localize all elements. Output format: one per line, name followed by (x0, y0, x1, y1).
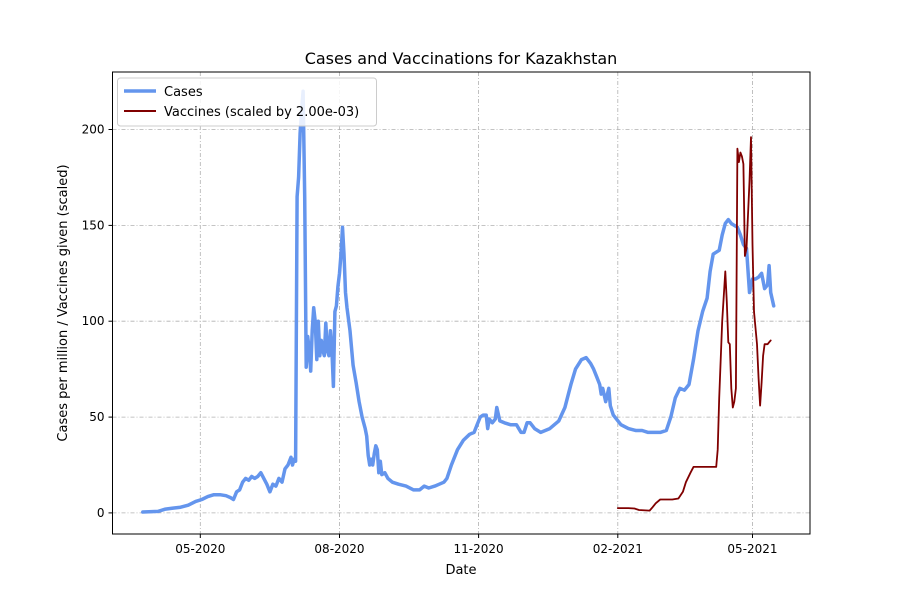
y-tick-label: 100 (82, 314, 105, 328)
ticks: 05-2020 08-2020 11-2020 02-2021 05-2021 0 50 10… (82, 123, 778, 557)
series-line-vaccines (616, 136, 772, 512)
y-axis-label: Cases per million / Vaccines given (scal… (56, 164, 71, 441)
legend-box (117, 77, 377, 127)
y-tick-label: 150 (82, 218, 105, 232)
legend: Cases Vaccines (scaled by 2.00e-03) (117, 77, 377, 127)
x-tick-label: 11-2020 (454, 542, 504, 556)
grid (112, 72, 810, 534)
y-tick-label: 200 (82, 123, 105, 137)
legend-label-vaccines: Vaccines (scaled by 2.00e-03) (164, 105, 359, 120)
x-tick-label: 05-2021 (727, 542, 777, 556)
x-tick-label: 05-2020 (175, 542, 225, 556)
x-tick-label: 02-2021 (593, 542, 643, 556)
x-tick-label: 08-2020 (314, 542, 364, 556)
plot-lines (141, 89, 776, 514)
legend-label-cases: Cases (164, 85, 203, 100)
y-tick-label: 0 (97, 506, 105, 520)
y-tick-label: 50 (89, 410, 104, 424)
plot-frame (112, 71, 811, 535)
x-axis-label: Date (445, 563, 476, 578)
chart-title: Cases and Vaccinations for Kazakhstan (305, 49, 618, 68)
series-line-cases (141, 89, 776, 514)
